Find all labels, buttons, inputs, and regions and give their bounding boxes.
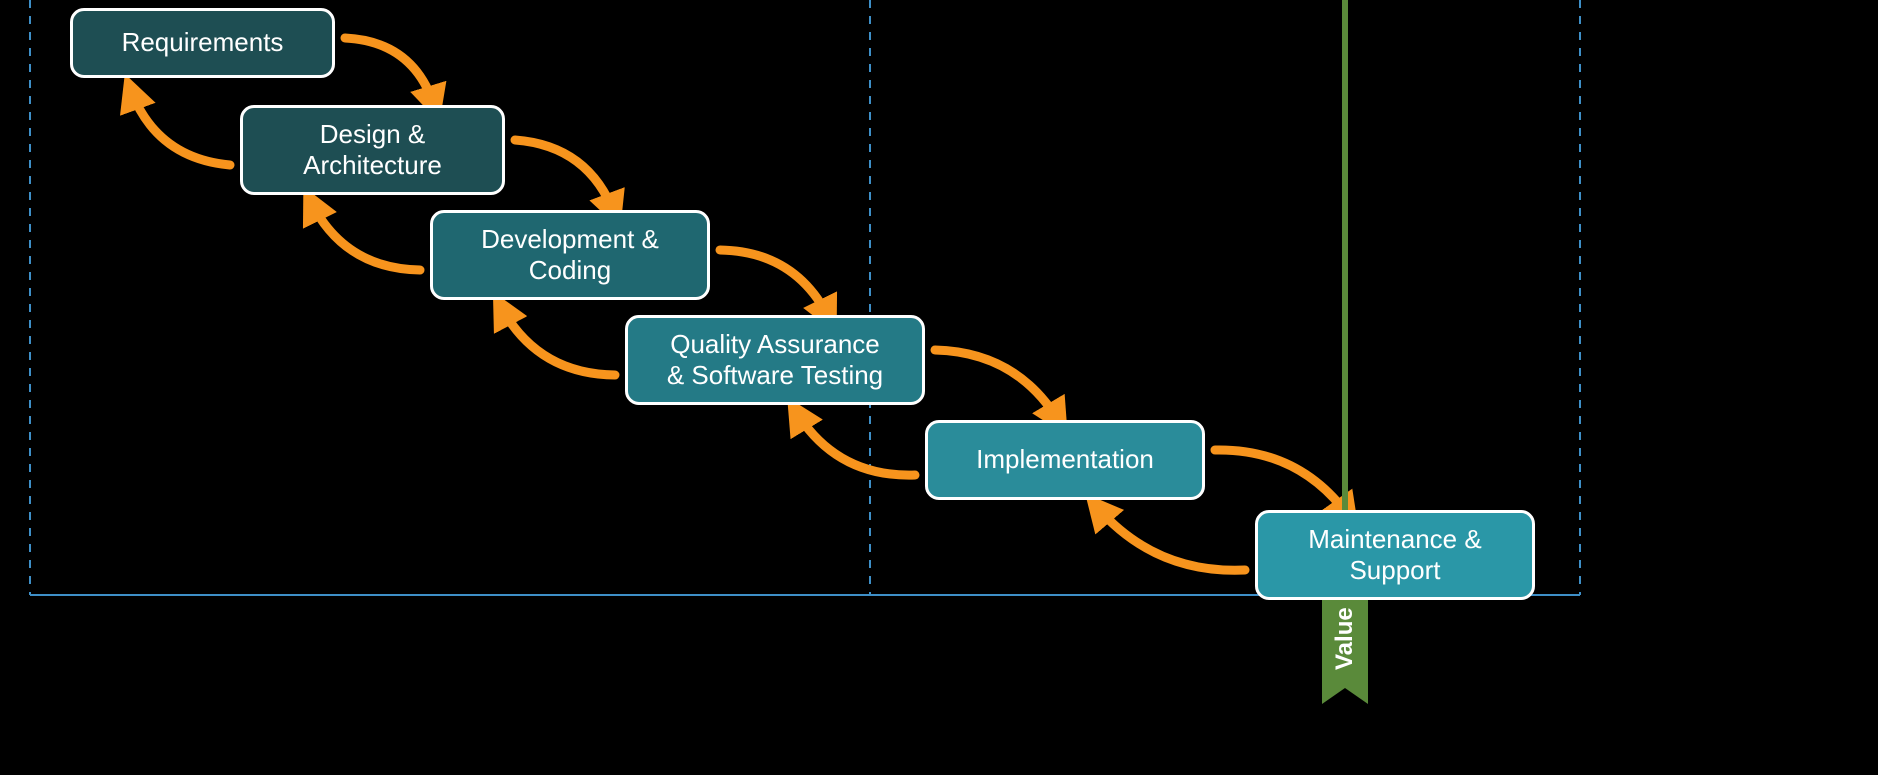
arrow-fwd-requirements-design xyxy=(345,38,435,108)
diagram-stage: Requirements Design &Architecture Developm… xyxy=(0,0,1878,775)
arrow-fwd-qa-impl xyxy=(935,350,1060,423)
arrow-back-impl-qa xyxy=(795,410,915,475)
arrow-back-maint-impl xyxy=(1095,505,1245,570)
arrow-back-qa-dev xyxy=(500,305,615,375)
node-qa: Quality Assurance& Software Testing xyxy=(625,315,925,405)
arrow-back-design-requirements xyxy=(130,88,230,165)
node-requirements: Requirements xyxy=(70,8,335,78)
node-dev: Development &Coding xyxy=(430,210,710,300)
arrow-fwd-dev-qa xyxy=(720,250,830,320)
arrow-fwd-design-dev xyxy=(515,140,615,215)
arrow-fwd-impl-maint xyxy=(1215,450,1350,518)
node-maint: Maintenance &Support xyxy=(1255,510,1535,600)
node-design: Design &Architecture xyxy=(240,105,505,195)
arrow-back-dev-design xyxy=(310,200,420,270)
value-label: Value xyxy=(1331,610,1359,670)
node-impl: Implementation xyxy=(925,420,1205,500)
